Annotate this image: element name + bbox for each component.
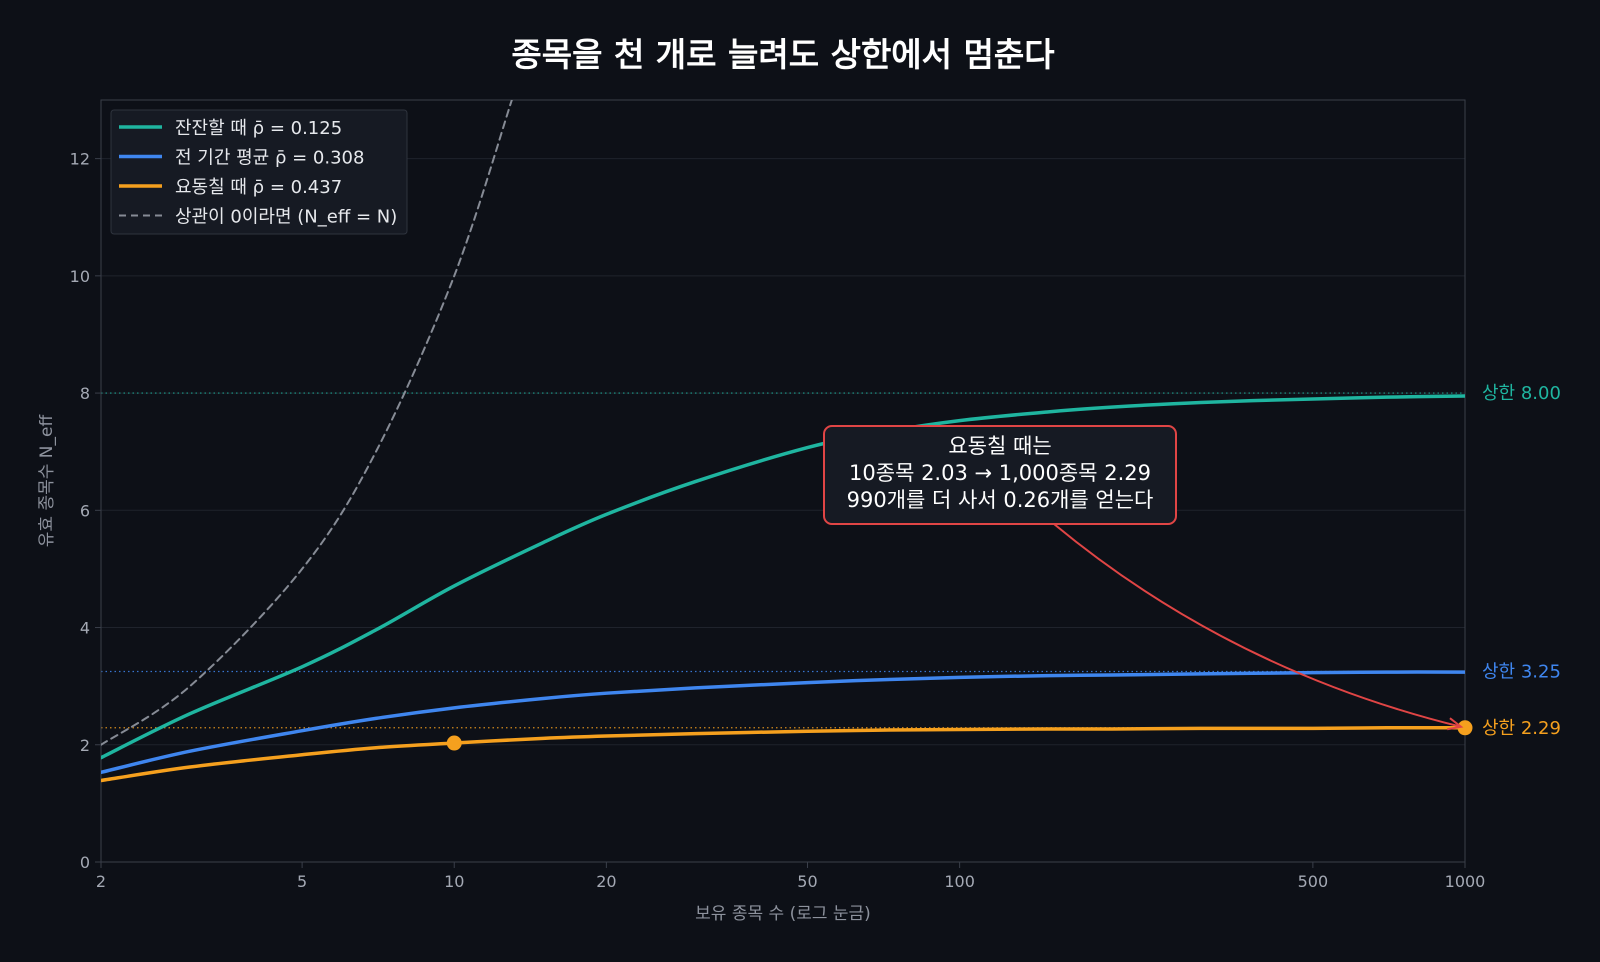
x-tick-label: 100 <box>944 872 975 891</box>
annotation-line: 990개를 더 사서 0.26개를 얻는다 <box>847 488 1154 512</box>
y-tick-label: 10 <box>70 267 90 286</box>
x-axis-label: 보유 종목 수 (로그 눈금) <box>695 904 871 924</box>
annotation-arrow <box>1053 523 1462 728</box>
cap-lines: 상한 8.00 상한 3.25 상한 2.29 <box>101 383 1561 739</box>
x-tick-label: 20 <box>596 872 616 891</box>
cap-label: 상한 2.29 <box>1482 718 1561 739</box>
x-tick-label: 5 <box>297 872 307 891</box>
annotation-box <box>823 425 1177 525</box>
plot-frame <box>100 99 1466 863</box>
chart-title: 종목을 천 개로 늘려도 상한에서 멈춘다 <box>511 35 1055 74</box>
series-line-2 <box>101 725 1465 783</box>
y-tick-label: 2 <box>80 736 90 755</box>
series-lines <box>101 100 1465 783</box>
data-markers <box>446 720 1473 751</box>
annotation-arrowhead <box>1447 717 1464 731</box>
y-axis-label: 유효 종목수 N_eff <box>37 414 57 548</box>
x-tick-label: 2 <box>96 872 106 891</box>
annotation-line: 10종목 2.03 → 1,000종목 2.29 <box>849 461 1151 485</box>
legend-entry: 잔잔할 때 ρ̄ = 0.125 <box>175 118 342 139</box>
legend: 잔잔할 때 ρ̄ = 0.125 전 기간 평균 ρ̄ = 0.308 요동칠 때 … <box>110 109 408 235</box>
annotation-line: 요동칠 때는 <box>948 434 1051 458</box>
series-line-3 <box>101 100 513 746</box>
data-point-marker <box>1457 720 1473 736</box>
legend-entry: 요동칠 때 ρ̄ = 0.437 <box>175 177 342 198</box>
cap-label: 상한 8.00 <box>1482 383 1561 404</box>
x-tick-label: 500 <box>1298 872 1329 891</box>
y-tick-label: 8 <box>80 384 90 403</box>
cap-label: 상한 3.25 <box>1482 662 1561 683</box>
y-tick-label: 12 <box>70 150 90 169</box>
x-tick-label: 1000 <box>1445 872 1486 891</box>
annotation: 요동칠 때는 10종목 2.03 → 1,000종목 2.29 990개를 더 사서… <box>823 425 1464 731</box>
legend-entry: 전 기간 평균 ρ̄ = 0.308 <box>175 148 364 169</box>
y-tick-label: 4 <box>80 619 90 638</box>
y-tick-label: 0 <box>80 853 90 872</box>
data-point-marker <box>446 735 462 751</box>
series-line-0 <box>101 394 1465 760</box>
x-tick-label: 10 <box>444 872 464 891</box>
series-line-1 <box>101 670 1465 775</box>
legend-box <box>110 109 408 235</box>
y-tick-label: 6 <box>80 501 90 520</box>
x-tick-label: 50 <box>797 872 817 891</box>
legend-entry: 상관이 0이라면 (N_eff = N) <box>175 207 397 228</box>
